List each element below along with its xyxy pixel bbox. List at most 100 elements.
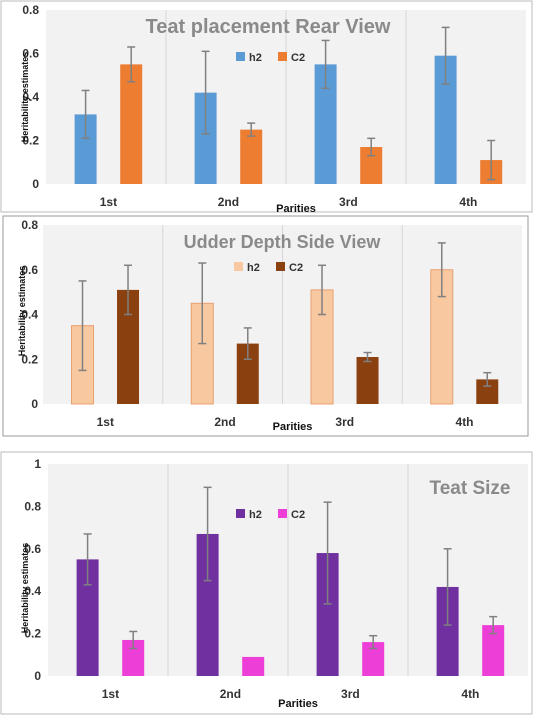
x-axis-label: Parities xyxy=(278,698,318,710)
y-tick-label: 0.8 xyxy=(21,218,38,232)
legend-swatch-c2 xyxy=(278,509,287,518)
error-bar-c2-4th xyxy=(489,615,498,635)
legend-swatch-c2 xyxy=(278,52,287,61)
error-bar-c2-4th xyxy=(487,139,496,181)
x-tick-label: 4th xyxy=(461,687,479,701)
bar-c2-4th xyxy=(482,625,505,676)
y-tick-label: 1 xyxy=(34,457,41,471)
error-bar-c2-2nd xyxy=(247,122,256,137)
error-bar-h2-3rd xyxy=(318,264,327,316)
bar-h2-2nd xyxy=(194,92,217,184)
y-tick-label: 0.6 xyxy=(22,47,39,61)
error-bar-h2-2nd xyxy=(201,50,210,135)
chart-teat-size: 0 0.2 0.4 0.6 0.8 1 Heritability estimates 1st 2… xyxy=(0,451,533,715)
bar-c2-1st xyxy=(117,289,140,404)
y-tick-label: 0.2 xyxy=(22,134,39,148)
y-axis-label: Heritability estimates xyxy=(17,266,27,357)
error-bar-h2-3rd xyxy=(323,501,332,605)
bar-c2-2nd xyxy=(236,343,259,404)
legend-label-h2: h2 xyxy=(249,509,262,521)
chart-panel-udder-depth: 0 0.2 0.4 0.6 0.8 Heritability estimates 1st 2n… xyxy=(0,213,533,438)
chart-teat-placement: 0 0.2 0.4 0.6 0.8 Heritability estimates 1st 2n… xyxy=(0,0,533,213)
x-tick-label: 3rd xyxy=(335,415,354,429)
bar-h2-1st xyxy=(74,114,97,184)
x-axis-label: Parities xyxy=(273,421,313,433)
y-axis-label: Heritability estimates xyxy=(20,52,30,143)
x-tick-label: 3rd xyxy=(341,687,360,701)
chart-title: Teat Size xyxy=(430,478,511,499)
legend-label-c2: C2 xyxy=(291,52,305,64)
y-tick-label: 0 xyxy=(31,397,38,411)
bar-h2-4th xyxy=(436,586,459,676)
bar-c2-1st xyxy=(122,639,145,676)
x-tick-label: 1st xyxy=(102,687,119,701)
y-tick-label: 0 xyxy=(32,177,39,191)
bar-h2-3rd xyxy=(316,553,339,676)
y-tick-label: 0.8 xyxy=(22,3,39,17)
legend-swatch-c2 xyxy=(276,262,285,271)
bar-h2-3rd xyxy=(314,64,337,184)
error-bar-h2-4th xyxy=(437,242,446,298)
legend-label-h2: h2 xyxy=(247,262,260,274)
error-bar-c2-1st xyxy=(129,630,138,650)
x-tick-label: 1st xyxy=(97,415,114,429)
bar-c2-3rd xyxy=(362,642,385,676)
chart-title: Udder Depth Side View xyxy=(184,232,382,252)
bar-h2-4th xyxy=(434,55,457,184)
legend-label-c2: C2 xyxy=(291,509,305,521)
y-tick-label: 0.4 xyxy=(21,308,38,322)
x-axis-label: Parities xyxy=(276,203,316,213)
bar-c2-1st xyxy=(120,64,143,184)
y-tick-label: 0.2 xyxy=(24,627,41,641)
error-bar-h2-1st xyxy=(81,89,90,140)
x-tick-label: 2nd xyxy=(218,195,239,209)
y-tick-label: 0.8 xyxy=(24,499,41,513)
y-axis-label: Heritability estimates xyxy=(20,543,30,634)
error-bar-c2-4th xyxy=(483,371,492,387)
error-bar-h2-2nd xyxy=(198,262,207,345)
bar-c2-3rd xyxy=(356,357,379,404)
legend: h2 C2 xyxy=(236,509,305,521)
error-bar-c2-1st xyxy=(127,46,136,83)
error-bar-h2-1st xyxy=(83,533,92,586)
y-tick-label: 0.6 xyxy=(21,263,38,277)
chart-panel-teat-placement: 0 0.2 0.4 0.6 0.8 Heritability estimates 1st 2n… xyxy=(0,0,533,213)
x-tick-label: 2nd xyxy=(214,415,235,429)
bar-c2-3rd xyxy=(360,147,383,184)
legend: h2 C2 xyxy=(234,262,303,274)
legend-swatch-h2 xyxy=(234,262,243,271)
y-tick-label: 0.6 xyxy=(24,542,41,556)
bar-c2-2nd xyxy=(240,129,263,184)
error-bar-h2-4th xyxy=(443,548,452,626)
legend-label-c2: C2 xyxy=(289,262,303,274)
bar-c2-2nd xyxy=(242,656,265,676)
legend: h2 C2 xyxy=(236,52,305,64)
x-tick-label: 4th xyxy=(459,195,477,209)
error-bar-h2-2nd xyxy=(203,486,212,582)
x-tick-label: 3rd xyxy=(339,195,358,209)
error-bar-h2-1st xyxy=(78,280,87,372)
error-bar-c2-3rd xyxy=(369,634,378,650)
error-bar-c2-3rd xyxy=(363,351,372,363)
x-tick-label: 1st xyxy=(100,195,117,209)
legend-label-h2: h2 xyxy=(249,52,262,64)
error-bar-c2-3rd xyxy=(367,137,376,157)
y-tick-label: 0.4 xyxy=(24,584,41,598)
chart-title: Teat placement Rear View xyxy=(146,16,391,38)
y-tick-label: 0.2 xyxy=(21,352,38,366)
error-bar-c2-1st xyxy=(124,264,133,316)
y-tick-label: 0 xyxy=(34,669,41,683)
x-tick-label: 4th xyxy=(456,415,474,429)
bar-h2-1st xyxy=(76,559,99,676)
y-tick-label: 0.4 xyxy=(22,90,39,104)
chart-udder-depth: 0 0.2 0.4 0.6 0.8 Heritability estimates 1st 2n… xyxy=(2,215,529,437)
bar-h2-2nd xyxy=(196,533,219,676)
legend-swatch-h2 xyxy=(236,509,245,518)
error-bar-h2-4th xyxy=(441,26,450,85)
error-bar-c2-2nd xyxy=(243,327,252,360)
chart-panel-teat-size: 0 0.2 0.4 0.6 0.8 1 Heritability estimates 1st 2… xyxy=(0,451,533,715)
error-bar-h2-3rd xyxy=(321,39,330,90)
bar-c2-4th xyxy=(476,379,499,404)
legend-swatch-h2 xyxy=(236,52,245,61)
x-tick-label: 2nd xyxy=(220,687,241,701)
